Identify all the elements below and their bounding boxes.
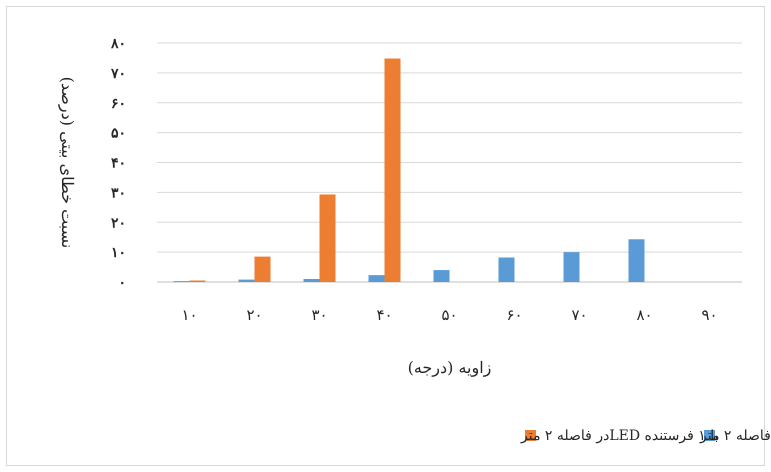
gridlines xyxy=(157,42,742,283)
bar-series-1 xyxy=(563,252,580,282)
y-tick-label: ۷۰ xyxy=(110,66,126,82)
bar-series-1 xyxy=(498,257,515,282)
y-tick-label: ۴۰ xyxy=(111,156,126,172)
x-axis-title: زاویه (درجه) xyxy=(408,358,492,377)
y-tick-label: ۲۰ xyxy=(111,215,126,231)
y-tick-label: ۳۰ xyxy=(111,185,126,201)
y-tick-label: ۱۰ xyxy=(111,245,126,261)
x-tick-label: ۹۰ xyxy=(701,306,717,324)
bar-series-1 xyxy=(173,281,190,282)
legend-swatch-2 xyxy=(525,430,536,441)
x-tick-labels: ۱۰ ۲۰ ۳۰ ۴۰ ۵۰ ۶۰ ۷۰ ۸۰ ۹۰ xyxy=(181,306,717,324)
x-tick-label: ۵۰ xyxy=(441,306,457,324)
bar-series-1 xyxy=(368,275,385,282)
bar-series-1 xyxy=(628,239,645,282)
x-tick-label: ۷۰ xyxy=(571,306,587,324)
legend-label-1: با ۵ فرستنده LEDدر فاصله ۲ متر xyxy=(699,428,771,444)
y-tick-labels: ۰ ۱۰ ۲۰ ۳۰ ۴۰ ۵۰ ۶۰ ۷۰ ۸۰ xyxy=(110,36,126,291)
y-tick-label: ۶۰ xyxy=(111,96,126,112)
y-tick-label: ۸۰ xyxy=(110,36,126,52)
bar-series-2 xyxy=(384,58,401,282)
bars-group xyxy=(173,58,645,282)
bar-series-2 xyxy=(319,194,336,282)
x-tick-label: ۲۰ xyxy=(246,306,262,324)
y-tick-label: ۵۰ xyxy=(111,126,126,142)
bar-series-1 xyxy=(303,279,320,282)
legend-swatch-1 xyxy=(704,430,715,441)
bar-series-1 xyxy=(238,279,255,282)
x-tick-label: ۳۰ xyxy=(311,306,327,324)
y-axis-title: نسبت خطای بیتی (درصد) xyxy=(58,77,77,249)
x-tick-label: ۸۰ xyxy=(636,306,652,324)
x-tick-label: ۱۰ xyxy=(181,306,197,324)
x-tick-label: ۴۰ xyxy=(376,306,392,324)
legend-label-2: با ۱ فرستنده LEDدر فاصله ۲ متر xyxy=(520,428,718,444)
bar-series-2 xyxy=(189,280,206,282)
y-tick-label: ۰ xyxy=(118,275,126,291)
bar-series-1 xyxy=(433,270,450,282)
x-tick-label: ۶۰ xyxy=(506,306,522,324)
bar-series-2 xyxy=(254,256,271,282)
